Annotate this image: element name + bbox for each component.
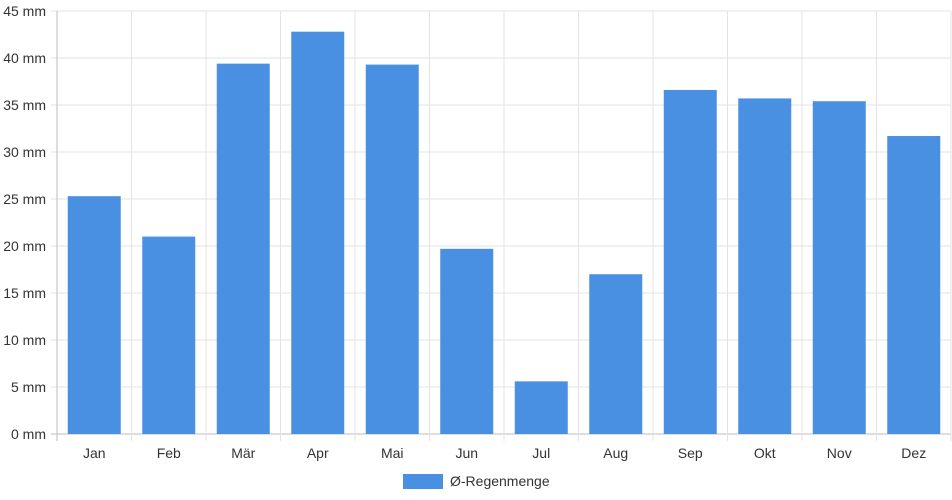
y-tick-label: 35 mm [3,97,46,113]
x-tick-label: Feb [157,445,181,461]
x-tick-label: Aug [603,445,628,461]
bar-series [67,31,941,435]
bar-Sep [663,89,717,435]
x-tick-label: Mai [381,445,404,461]
bar-Feb [142,236,196,434]
y-tick-label: 20 mm [3,238,46,254]
legend-label: Ø-Regenmenge [450,473,550,489]
y-tick-label: 40 mm [3,50,46,66]
y-tick-label: 5 mm [11,379,46,395]
x-tick-label: Jun [455,445,478,461]
x-tick-label: Apr [307,445,329,461]
bar-Jun [440,248,494,434]
bar-Okt [738,98,792,435]
bar-Mai [365,64,419,434]
bar-Nov [812,101,866,435]
legend[interactable]: Ø-Regenmenge [403,473,550,489]
bar-Jan [67,196,121,434]
y-tick-label: 0 mm [11,426,46,442]
x-tick-label: Okt [754,445,776,461]
bar-Jul [514,381,568,434]
y-tick-label: 45 mm [3,3,46,19]
y-tick-label: 30 mm [3,144,46,160]
x-tick-label: Sep [678,445,703,461]
y-tick-label: 10 mm [3,332,46,348]
x-tick-label: Dez [901,445,926,461]
legend-swatch [403,474,443,489]
bar-Mär [216,63,270,434]
bar-Aug [589,274,643,434]
grid-lines [51,10,952,441]
axes: 0 mm 5 mm 10 mm 15 mm 20 mm 25 mm 30 mm 35 mm 40… [3,3,926,461]
x-tick-label: Mär [231,445,255,461]
bar-Dez [887,136,941,434]
bar-Apr [291,31,345,435]
x-tick-label: Nov [827,445,852,461]
x-tick-label: Jan [83,445,106,461]
y-tick-label: 25 mm [3,191,46,207]
y-tick-label: 15 mm [3,285,46,301]
x-tick-label: Jul [532,445,550,461]
